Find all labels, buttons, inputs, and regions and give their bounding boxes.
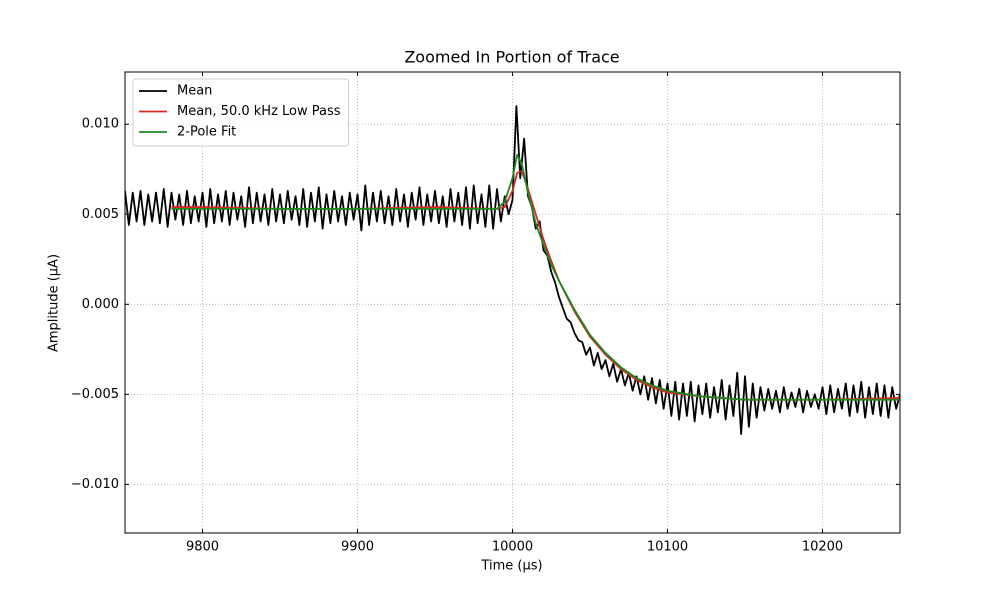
y-axis-label: Amplitude (μA) [47, 254, 62, 352]
x-tick-label: 10000 [492, 540, 533, 555]
x-tick-label: 9800 [186, 540, 219, 555]
legend-box [132, 78, 350, 147]
legend-label: Mean [177, 84, 212, 99]
legend: Mean Mean, 50.0 kHz Low Pass 2-Pole Fit [132, 78, 350, 147]
legend-label: 2-Pole Fit [177, 125, 236, 140]
series-line [171, 170, 900, 401]
y-tick-label: 0.000 [82, 297, 119, 312]
ticks: 9800 9900 10000 10100 10200 0.010 0.005 0.000 −0… [71, 72, 900, 555]
x-tick-label: 10200 [802, 540, 843, 555]
series-line [125, 105, 900, 435]
legend-label: Mean, 50.0 kHz Low Pass [177, 104, 341, 119]
x-tick-label: 10100 [647, 540, 688, 555]
x-tick-label: 9900 [341, 540, 374, 555]
plot-area [125, 105, 900, 435]
chart-title: Zoomed In Portion of Trace [404, 48, 619, 67]
y-tick-label: 0.005 [82, 207, 119, 222]
y-tick-label: −0.010 [71, 477, 119, 492]
y-tick-label: −0.005 [71, 387, 119, 402]
grid [125, 72, 900, 533]
series-line [171, 153, 900, 401]
y-tick-label: 0.010 [82, 117, 119, 132]
x-axis-label: Time (μs) [480, 559, 542, 574]
